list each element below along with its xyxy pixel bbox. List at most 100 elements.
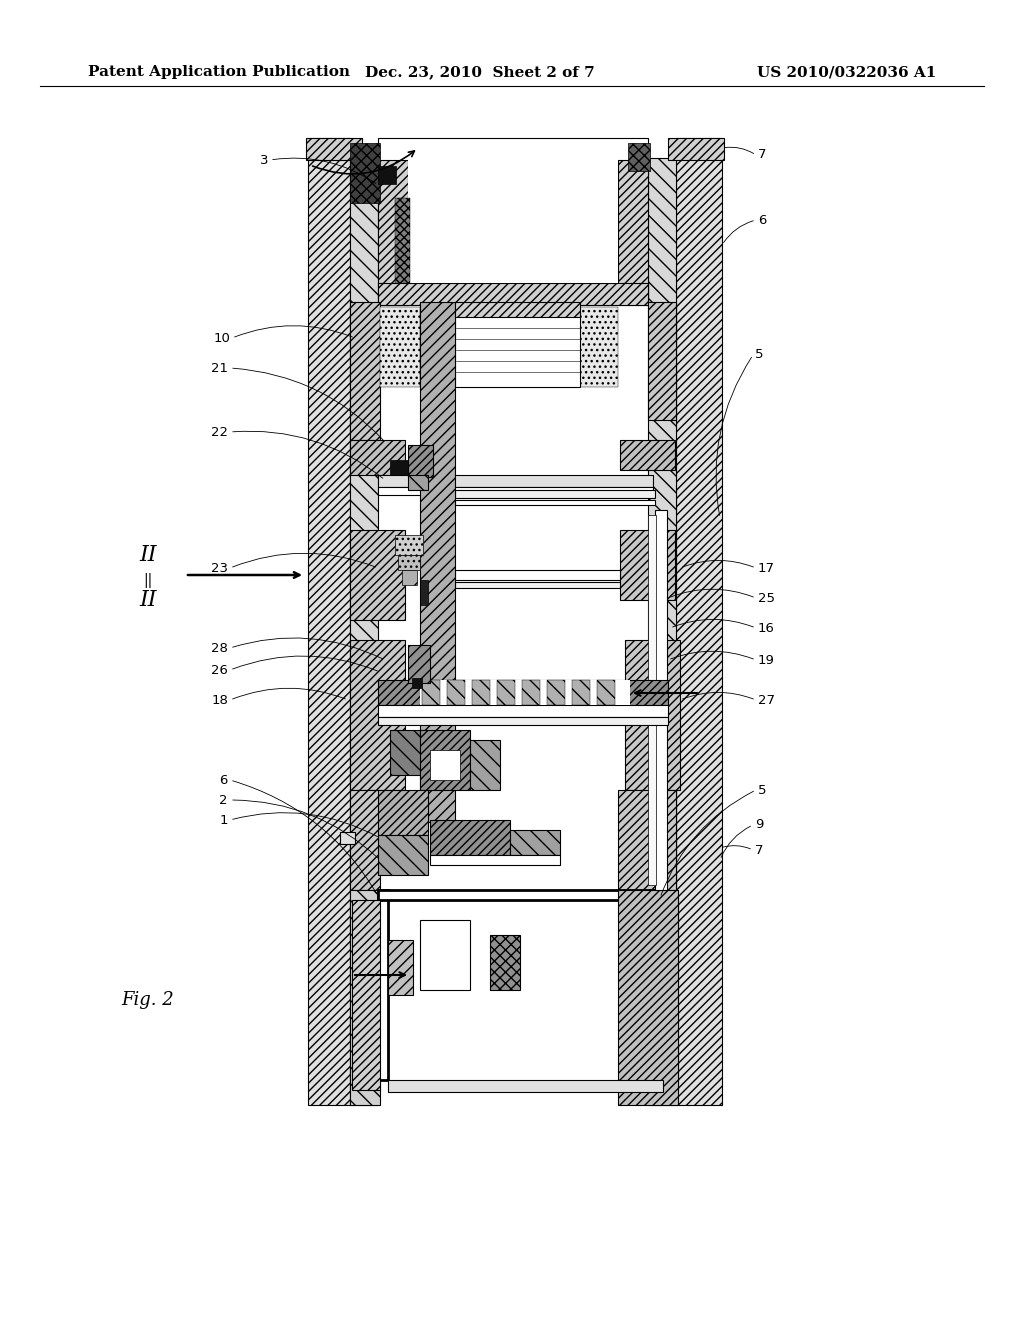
Text: 9: 9	[755, 818, 763, 832]
Bar	[308, 139, 350, 1105]
Text: 6: 6	[758, 214, 766, 227]
Bar	[572, 680, 590, 705]
Bar	[378, 717, 668, 725]
Bar	[350, 531, 406, 620]
Bar	[395, 535, 423, 554]
Bar	[420, 730, 470, 789]
Text: 27: 27	[758, 693, 775, 706]
Bar	[350, 143, 380, 203]
Bar	[412, 678, 422, 688]
Text: 23: 23	[211, 561, 228, 574]
Bar	[455, 302, 580, 317]
Bar	[620, 440, 675, 470]
Bar	[350, 440, 406, 475]
Text: Patent Application Publication: Patent Application Publication	[88, 65, 350, 79]
Bar	[408, 645, 430, 682]
Text: II: II	[139, 589, 157, 611]
Bar	[497, 680, 515, 705]
Bar	[668, 139, 724, 160]
Bar	[648, 302, 676, 420]
Bar	[420, 680, 630, 705]
Text: 28: 28	[211, 642, 228, 655]
Bar	[306, 139, 362, 160]
Bar	[350, 158, 378, 1105]
Text: US 2010/0322036 A1: US 2010/0322036 A1	[757, 65, 936, 79]
Bar	[422, 680, 440, 705]
Bar	[378, 890, 388, 1080]
Bar	[420, 920, 470, 990]
Bar	[470, 741, 500, 789]
Text: 25: 25	[758, 591, 775, 605]
Bar	[547, 680, 565, 705]
Bar	[378, 282, 648, 305]
Bar	[420, 302, 455, 822]
Text: 5: 5	[755, 348, 764, 362]
Bar	[618, 789, 676, 890]
Text: 5: 5	[758, 784, 767, 796]
Bar	[402, 570, 417, 585]
Text: 22: 22	[211, 425, 228, 438]
Bar	[648, 515, 656, 884]
Bar	[447, 680, 465, 705]
Text: Fig. 2: Fig. 2	[122, 991, 174, 1008]
Bar	[455, 312, 580, 387]
Text: 7: 7	[755, 843, 764, 857]
Bar	[597, 680, 615, 705]
Text: 7: 7	[758, 149, 767, 161]
Bar	[455, 582, 620, 587]
Bar	[388, 1080, 663, 1092]
Bar	[660, 900, 678, 1090]
Bar	[350, 890, 380, 1105]
Bar	[378, 705, 668, 717]
Text: 16: 16	[758, 622, 775, 635]
Text: 17: 17	[758, 561, 775, 574]
Text: 18: 18	[211, 693, 228, 706]
Bar	[388, 940, 413, 995]
Bar	[648, 158, 676, 1105]
Bar	[395, 198, 410, 282]
Bar	[378, 166, 396, 183]
Bar	[522, 680, 540, 705]
Bar	[430, 750, 460, 780]
Text: 19: 19	[758, 653, 775, 667]
Bar	[655, 510, 667, 890]
Text: 2: 2	[219, 793, 228, 807]
Bar	[408, 160, 618, 282]
Bar	[650, 890, 660, 1080]
Bar	[340, 832, 355, 843]
Bar	[350, 789, 380, 890]
Bar	[408, 445, 433, 477]
Bar	[398, 554, 420, 570]
Bar	[378, 680, 668, 705]
Bar	[380, 308, 420, 387]
Bar	[378, 789, 428, 836]
Bar	[350, 302, 380, 440]
Text: 26: 26	[211, 664, 228, 676]
Bar	[578, 308, 618, 387]
Bar	[378, 836, 428, 875]
Bar	[676, 139, 722, 1105]
Bar	[455, 490, 655, 498]
Bar	[408, 475, 428, 490]
Bar	[510, 830, 560, 855]
Bar	[625, 640, 680, 789]
Bar	[430, 855, 560, 865]
Bar	[378, 487, 653, 495]
Bar	[618, 160, 648, 305]
Text: ||: ||	[143, 573, 153, 587]
Bar	[430, 820, 510, 855]
Bar	[390, 459, 408, 475]
Bar	[378, 475, 653, 487]
Bar	[390, 730, 425, 775]
Bar	[350, 640, 406, 789]
Bar	[472, 680, 490, 705]
Bar	[352, 900, 380, 1090]
Text: 1: 1	[219, 813, 228, 826]
Bar	[628, 143, 650, 172]
Bar	[378, 890, 658, 900]
Text: II: II	[139, 544, 157, 566]
Bar	[618, 890, 678, 1105]
Text: 3: 3	[259, 153, 268, 166]
Bar	[620, 531, 675, 601]
Bar	[490, 935, 520, 990]
